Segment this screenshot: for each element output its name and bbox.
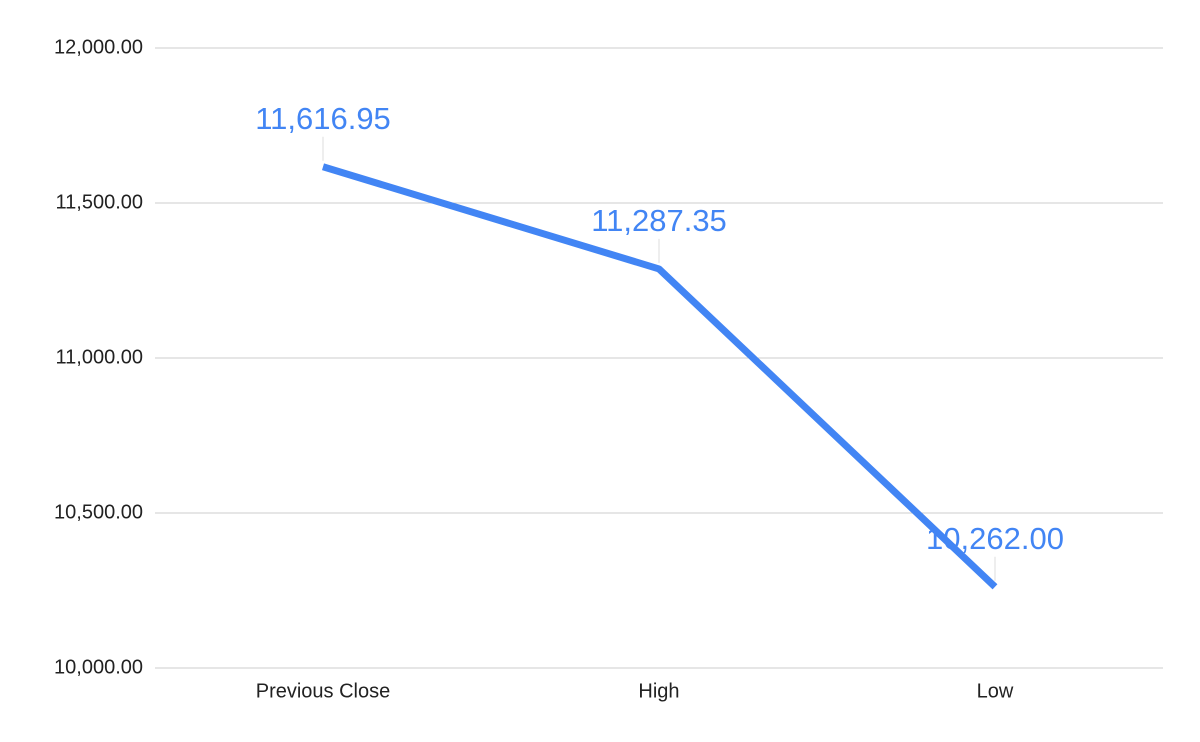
- y-tick-label: 11,500.00: [56, 191, 144, 213]
- y-tick-label: 12,000.00: [54, 36, 143, 58]
- x-tick-label: Low: [977, 680, 1014, 702]
- y-tick-label: 11,000.00: [56, 346, 144, 368]
- y-tick-label: 10,500.00: [54, 501, 143, 523]
- data-label: 11,287.35: [591, 203, 727, 238]
- data-label: 10,262.00: [926, 521, 1064, 556]
- data-line: [321, 163, 998, 590]
- x-tick-label: Previous Close: [256, 680, 391, 702]
- data-label: 11,616.95: [255, 101, 391, 136]
- x-tick-label: High: [638, 680, 679, 702]
- y-tick-label: 10,000.00: [54, 656, 143, 678]
